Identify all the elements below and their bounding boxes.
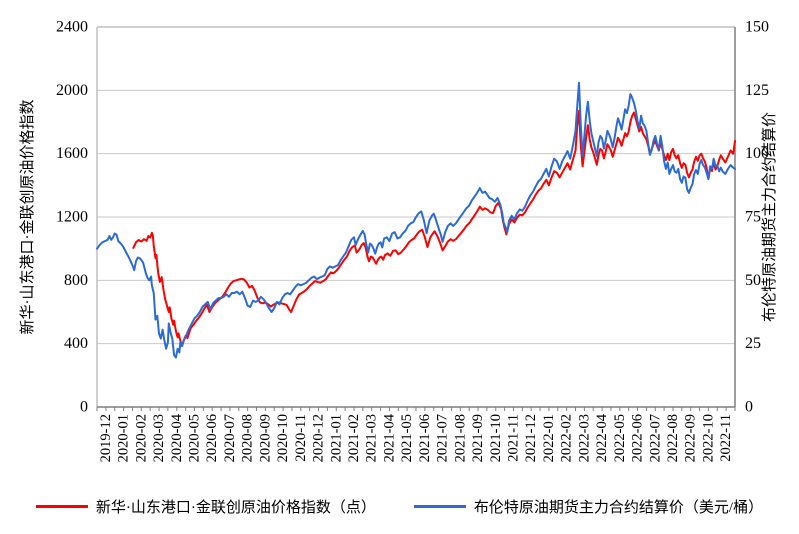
left-axis-title: 新华·山东港口·金联创原油价格指数 (19, 100, 36, 335)
red-line-swatch-icon (35, 505, 88, 508)
right-axis-tick-label: 75 (745, 209, 761, 226)
x-axis-tick-label: 2021-02 (346, 414, 362, 462)
right-axis-tick-label: 50 (745, 272, 761, 289)
x-axis-tick-label: 2022-11 (718, 414, 734, 462)
x-axis-tick-label: 2020-09 (257, 414, 273, 462)
x-axis-tick-label: 2020-08 (240, 414, 256, 462)
chart-canvas: 0 400 800 1200 1600 2000 2400 0 25 50 75 100 125 150 2… (19, 19, 778, 463)
x-axis-tick-label: 2021-11 (505, 414, 521, 462)
right-axis-tick-label: 150 (745, 19, 769, 36)
x-axis-tick-label: 2020-12 (311, 414, 327, 462)
x-axis-tick-label: 2022-01 (541, 414, 557, 462)
series-brent-line (96, 81, 736, 359)
left-axis-tick-label: 1200 (56, 209, 88, 226)
x-axis-tick-label: 2022-09 (683, 414, 699, 462)
x-axis-tick-label: 2020-11 (293, 414, 309, 462)
x-axis-tick-label: 2020-03 (151, 414, 167, 462)
x-axis-tick-label: 2022-03 (576, 414, 592, 462)
x-axis-tick-label: 2021-06 (417, 414, 433, 462)
x-axis-tick-label: 2021-07 (435, 414, 451, 462)
x-axis-tick-label: 2022-05 (612, 414, 628, 462)
x-axis-tick-label: 2021-09 (470, 414, 486, 462)
x-axis-tick-label: 2022-04 (594, 413, 610, 462)
left-axis-tick-label: 800 (64, 272, 88, 289)
right-axis-tick-label: 100 (745, 145, 769, 162)
legend-item-brent: 布伦特原油期货主力合约结算价（美元/桶） (413, 496, 764, 517)
x-axis-tick-label: 2020-05 (186, 414, 202, 462)
series-index-line (132, 109, 736, 347)
right-axis-tick-label: 25 (745, 335, 761, 352)
x-axis-tick-label: 2019-12 (98, 414, 114, 462)
left-axis-tick-label: 2400 (56, 19, 88, 36)
x-axis-tick-label: 2021-12 (523, 414, 539, 462)
x-axis-tick-label: 2021-08 (452, 414, 468, 462)
x-axis-tick-label: 2021-01 (328, 414, 344, 462)
chart-legend: 新华·山东港口·金联创原油价格指数（点） 布伦特原油期货主力合约结算价（美元/桶… (0, 496, 799, 517)
x-axis-tick-label: 2020-04 (169, 413, 185, 462)
right-axis-title: 布伦特原油期货主力合约结算价 (760, 112, 778, 322)
x-axis-tick-label: 2020-10 (275, 414, 291, 462)
blue-line-swatch-icon (413, 505, 466, 508)
legend-label-brent: 布伦特原油期货主力合约结算价（美元/桶） (473, 500, 764, 516)
left-axis-tick-label: 0 (80, 399, 88, 416)
x-axis-tick-label: 2021-03 (364, 414, 380, 462)
x-axis-tick-label: 2022-10 (700, 414, 716, 462)
x-axis-tick-label: 2022-07 (647, 414, 663, 462)
x-axis-tick-label: 2021-04 (381, 413, 397, 462)
left-axis-tick-label: 400 (64, 335, 88, 352)
x-axis-tick-label: 2022-08 (665, 414, 681, 462)
x-axis-tick-label: 2021-10 (488, 414, 504, 462)
left-axis-tick-label: 1600 (56, 145, 88, 162)
x-axis-tick-label: 2022-02 (559, 414, 575, 462)
left-axis-tick-label: 2000 (56, 82, 88, 99)
legend-label-index: 新华·山东港口·金联创原油价格指数（点） (95, 500, 376, 516)
right-axis-tick-label: 125 (745, 82, 769, 99)
right-axis-tick-label: 0 (745, 399, 753, 416)
x-axis-tick-label: 2022-06 (630, 414, 646, 462)
x-axis-tick-label: 2020-06 (204, 414, 220, 462)
x-axis-tick-label: 2020-07 (222, 414, 238, 462)
legend-item-index: 新华·山东港口·金联创原油价格指数（点） (35, 496, 376, 517)
x-axis-tick-label: 2021-05 (399, 414, 415, 462)
x-axis-tick-label: 2020-01 (116, 414, 132, 462)
x-axis-tick-label: 2020-02 (133, 414, 149, 462)
